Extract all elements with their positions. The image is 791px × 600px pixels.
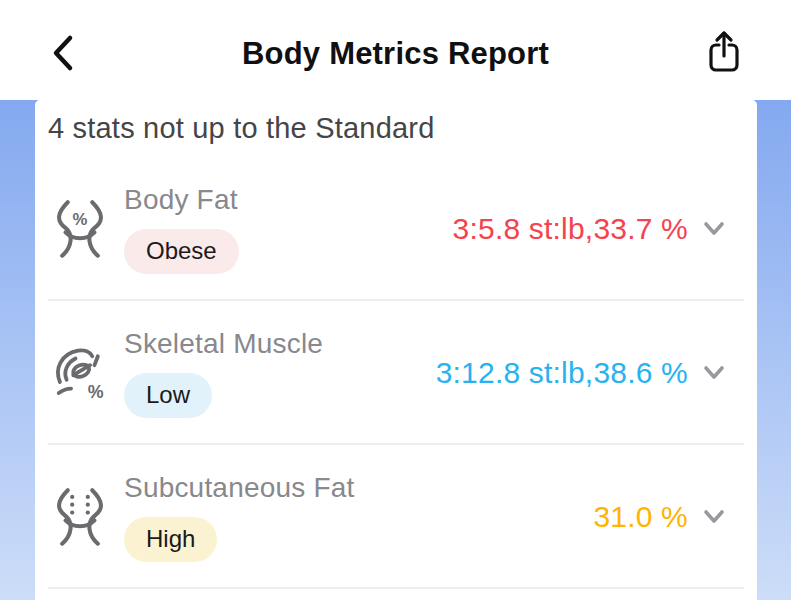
metric-info: Body Fat Obese xyxy=(124,184,239,274)
content-background: 4 stats not up to the Standard % Body Fa… xyxy=(0,100,791,600)
metric-value: 3:5.8 st:lb,33.7 % xyxy=(453,212,688,246)
metric-row-subcutaneous-fat[interactable]: Subcutaneous Fat High 31.0 % xyxy=(35,445,757,589)
status-badge: Obese xyxy=(124,229,239,274)
metric-label: Skeletal Muscle xyxy=(124,328,323,360)
metric-info: Skeletal Muscle Low xyxy=(124,328,323,418)
metric-label: Subcutaneous Fat xyxy=(124,472,354,504)
metric-label: Body Fat xyxy=(124,184,238,216)
metric-value: 31.0 % xyxy=(593,500,688,534)
status-badge: Low xyxy=(124,373,212,418)
subcutaneous-fat-icon xyxy=(49,483,111,551)
body-fat-icon: % xyxy=(49,195,111,263)
skeletal-muscle-icon: % xyxy=(49,339,111,407)
summary-text: 4 stats not up to the Standard xyxy=(35,106,757,157)
chevron-down-icon[interactable] xyxy=(701,216,727,242)
metric-row-skeletal-muscle[interactable]: % Skeletal Muscle Low 3:12.8 st:lb,38.6 … xyxy=(35,301,757,445)
chevron-down-icon[interactable] xyxy=(701,360,727,386)
metric-info: Subcutaneous Fat High xyxy=(124,472,354,562)
share-button[interactable] xyxy=(703,26,745,78)
share-icon xyxy=(706,29,742,75)
metric-row-body-fat[interactable]: % Body Fat Obese 3:5.8 st:lb,33.7 % xyxy=(35,157,757,301)
svg-text:%: % xyxy=(88,382,104,402)
metric-value: 3:12.8 st:lb,38.6 % xyxy=(436,356,688,390)
page-title: Body Metrics Report xyxy=(0,36,791,72)
navigation-bar: Body Metrics Report xyxy=(0,0,791,100)
svg-text:%: % xyxy=(73,210,88,229)
report-card: 4 stats not up to the Standard % Body Fa… xyxy=(35,100,757,600)
body-metrics-screen: Body Metrics Report 4 stats not up to th… xyxy=(0,0,791,600)
status-badge: High xyxy=(124,517,217,562)
chevron-down-icon[interactable] xyxy=(701,504,727,530)
